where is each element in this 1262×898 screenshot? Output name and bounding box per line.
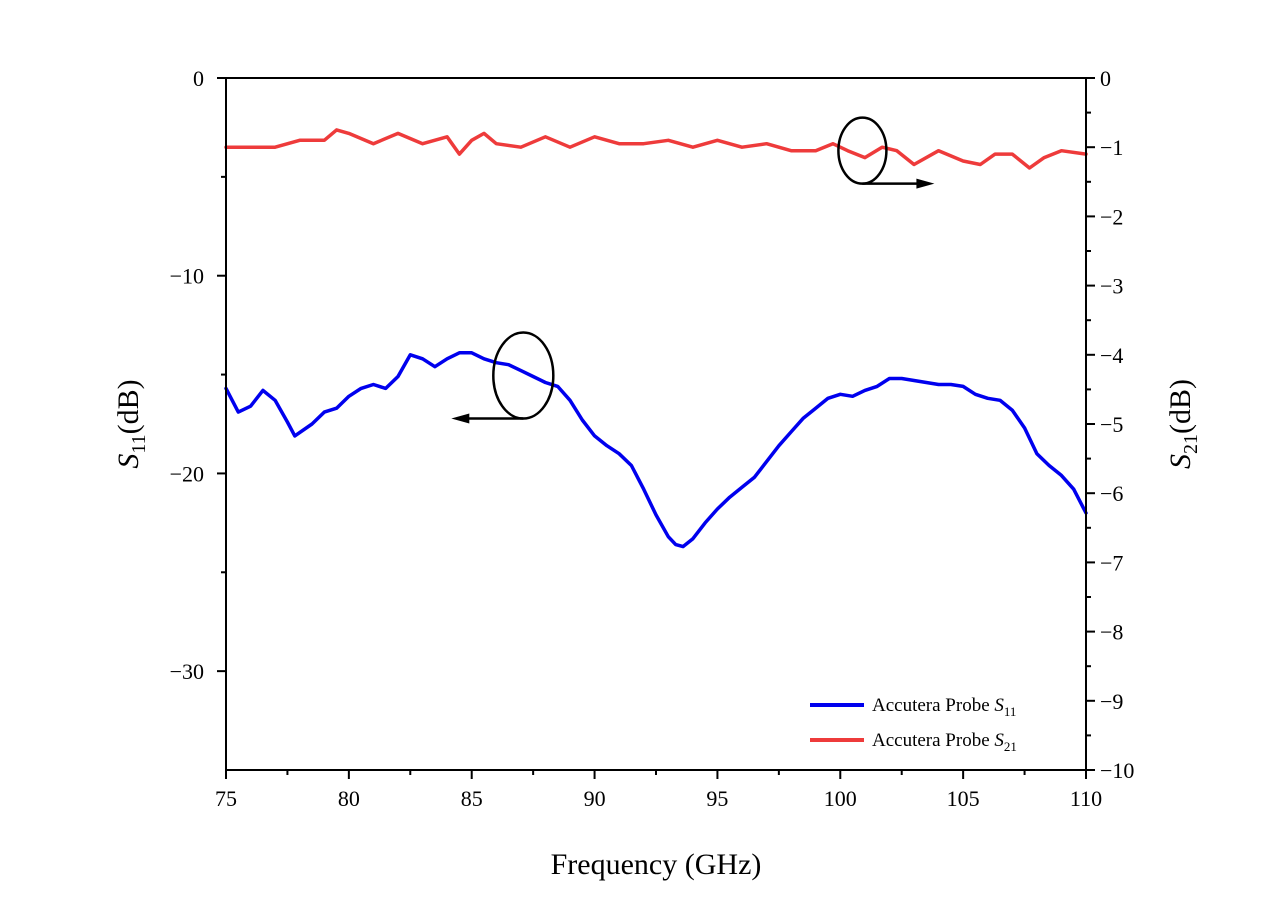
x-tick-label-95: 95: [706, 786, 728, 811]
legend-label-s21-main: Accutera Probe: [872, 730, 994, 751]
legend: Accutera Probe S11 Accutera Probe S21: [810, 695, 1017, 754]
y-right-tick-label-6: −6: [1100, 481, 1123, 506]
y-left-tick-label-3: −30: [170, 659, 204, 684]
legend-label-s11-sub: 11: [1004, 704, 1017, 719]
legend-label-s11-symbol: S: [994, 695, 1004, 716]
y-left-title-tail: (dB): [112, 379, 145, 434]
legend-label-s11-main: Accutera Probe: [872, 695, 994, 716]
y-right-tick-label-8: −8: [1100, 620, 1123, 645]
y-right-tick-label-10: −10: [1100, 758, 1134, 783]
y-left-axis-ticks: 0 −10 −20 −30: [170, 66, 226, 684]
data-series: [224, 128, 1088, 549]
y-right-tick-label-7: −7: [1100, 550, 1123, 575]
legend-label-s21: Accutera Probe S21: [872, 730, 1017, 754]
legend-label-s21-sub: 21: [1004, 739, 1017, 754]
y-right-tick-label-2: −2: [1100, 204, 1123, 229]
y-left-tick-label-0: 0: [193, 66, 204, 91]
plot-frame: [225, 77, 1087, 771]
y-right-tick-label-4: −4: [1100, 343, 1123, 368]
y-right-tick-label-9: −9: [1100, 689, 1123, 714]
y-right-axis-ticks: 0 −1 −2 −3 −4 −5 −6 −7 −8 −9 −10: [1086, 66, 1134, 783]
legend-label-s11: Accutera Probe S11: [872, 695, 1016, 719]
annotation-arrow-head-left: [451, 413, 470, 424]
annotation-ellipse-left: [492, 331, 555, 420]
y-right-tick-label-5: −5: [1100, 412, 1123, 437]
y-right-title-tail: (dB): [1164, 379, 1197, 434]
annotations: [451, 116, 935, 424]
legend-label-s21-symbol: S: [994, 730, 1004, 751]
annotation-arrow-head-right: [916, 178, 935, 189]
series-line-s11: [224, 351, 1088, 549]
y-right-tick-label-3: −3: [1100, 274, 1123, 299]
x-axis-ticks: 75 80 85 90 95 100 105 110: [215, 770, 1102, 811]
x-tick-label-80: 80: [338, 786, 360, 811]
y-left-title-sub: 11: [128, 434, 150, 453]
y-left-tick-label-2: −20: [170, 461, 204, 486]
y-right-title-main: S: [1164, 454, 1197, 469]
x-tick-label-100: 100: [824, 786, 857, 811]
x-tick-label-105: 105: [947, 786, 980, 811]
y-right-title-sub: 21: [1180, 434, 1202, 454]
x-tick-label-110: 110: [1070, 786, 1102, 811]
y-right-axis-title: S21(dB): [1164, 379, 1202, 469]
x-tick-label-85: 85: [461, 786, 483, 811]
y-left-axis-title: S11(dB): [112, 379, 150, 468]
y-right-tick-label-0: 0: [1100, 66, 1111, 91]
series-line-s21: [224, 128, 1088, 170]
y-left-title-main: S: [112, 454, 145, 469]
x-tick-label-75: 75: [215, 786, 237, 811]
y-left-tick-label-1: −10: [170, 264, 204, 289]
y-right-tick-label-1: −1: [1100, 135, 1123, 160]
x-tick-label-90: 90: [584, 786, 606, 811]
x-axis-title: Frequency (GHz): [551, 848, 762, 881]
